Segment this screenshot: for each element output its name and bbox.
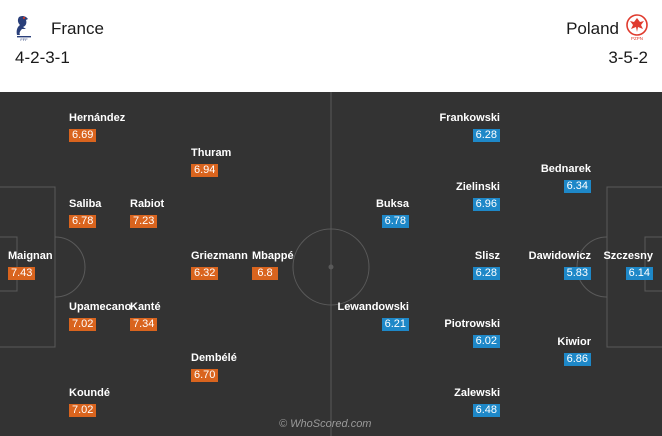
- player-card[interactable]: Buksa 6.78: [376, 198, 409, 228]
- player-rating: 7.02: [69, 404, 97, 417]
- player-rating: 6.28: [472, 267, 500, 280]
- player-card[interactable]: Zielinski 6.96: [456, 181, 500, 211]
- player-card[interactable]: Kanté 7.34: [130, 301, 161, 331]
- player-name: Dembélé: [191, 352, 237, 364]
- player-name: Bednarek: [540, 163, 591, 175]
- player-rating: 6.14: [625, 267, 653, 280]
- pitch-lines: [0, 92, 662, 436]
- home-team-name[interactable]: France: [51, 19, 104, 38]
- match-header: FFF France 4-2-3-1 PZPN Poland 3-5-2: [0, 0, 662, 92]
- player-rating: 6.94: [191, 164, 219, 177]
- player-rating: 6.48: [472, 404, 500, 417]
- player-card[interactable]: Lewandowski 6.21: [337, 301, 409, 331]
- player-card[interactable]: Thuram 6.94: [191, 147, 231, 177]
- player-card[interactable]: Hernández 6.69: [69, 112, 125, 142]
- player-name: Saliba: [69, 198, 102, 210]
- player-rating: 7.23: [130, 215, 158, 228]
- player-name: Frankowski: [439, 112, 500, 124]
- player-card[interactable]: Saliba 6.78: [69, 198, 101, 228]
- player-name: Kiwior: [557, 336, 591, 348]
- player-rating: 6.21: [381, 318, 409, 331]
- player-rating: 6.02: [472, 335, 500, 348]
- away-formation: 3-5-2: [608, 48, 648, 67]
- player-rating: 6.69: [69, 129, 97, 142]
- player-name: Kanté: [130, 301, 161, 313]
- player-card[interactable]: Dawidowicz 5.83: [529, 250, 591, 280]
- player-rating: 6.78: [69, 215, 97, 228]
- player-card[interactable]: Mbappé 6.8: [252, 250, 294, 280]
- player-rating: 7.02: [69, 318, 97, 331]
- player-rating: 6.34: [563, 180, 591, 193]
- player-rating: 6.8: [252, 267, 278, 280]
- player-name: Slisz: [474, 250, 500, 262]
- player-rating: 7.34: [130, 318, 158, 331]
- player-card[interactable]: Koundé 7.02: [69, 387, 110, 417]
- player-rating: 6.32: [191, 267, 219, 280]
- player-rating: 5.83: [563, 267, 591, 280]
- player-rating: 6.28: [472, 129, 500, 142]
- player-name: Dawidowicz: [528, 250, 591, 262]
- player-name: Piotrowski: [444, 318, 500, 330]
- player-name: Lewandowski: [337, 301, 409, 313]
- watermark: © WhoScored.com: [279, 418, 372, 430]
- player-card[interactable]: Slisz 6.28: [472, 250, 500, 280]
- player-name: Zielinski: [455, 181, 500, 193]
- player-name: Griezmann: [191, 250, 248, 262]
- player-card[interactable]: Dembélé 6.70: [191, 352, 237, 382]
- svg-text:FFF: FFF: [20, 37, 28, 42]
- away-team-name[interactable]: Poland: [566, 19, 619, 38]
- player-rating: 6.78: [381, 215, 409, 228]
- eagle-icon[interactable]: PZPN: [625, 14, 649, 42]
- player-name: Hernández: [69, 112, 126, 124]
- player-rating: 6.96: [472, 198, 500, 211]
- player-card[interactable]: Bednarek 6.34: [541, 163, 591, 193]
- player-card[interactable]: Maignan 7.43: [8, 250, 53, 280]
- player-rating: 7.43: [8, 267, 36, 280]
- player-name: Upamecano: [69, 301, 132, 313]
- player-name: Thuram: [191, 147, 232, 159]
- player-card[interactable]: Piotrowski 6.02: [444, 318, 500, 348]
- player-card[interactable]: Upamecano 7.02: [69, 301, 131, 331]
- player-rating: 6.70: [191, 369, 219, 382]
- player-name: Rabiot: [130, 198, 165, 210]
- player-card[interactable]: Rabiot 7.23: [130, 198, 164, 228]
- player-rating: 6.86: [563, 353, 591, 366]
- player-name: Koundé: [69, 387, 110, 399]
- player-name: Mbappé: [252, 250, 294, 262]
- player-card[interactable]: Kiwior 6.86: [557, 336, 591, 366]
- player-card[interactable]: Szczesny 6.14: [603, 250, 653, 280]
- player-name: Maignan: [8, 250, 53, 262]
- player-card[interactable]: Frankowski 6.28: [439, 112, 500, 142]
- rooster-icon[interactable]: FFF: [13, 14, 35, 42]
- pitch: [0, 92, 662, 436]
- player-name: Zalewski: [454, 387, 500, 399]
- player-name: Szczesny: [603, 250, 653, 262]
- player-card[interactable]: Zalewski 6.48: [454, 387, 500, 417]
- home-formation: 4-2-3-1: [15, 48, 70, 67]
- player-name: Buksa: [375, 198, 409, 210]
- crest-text: PZPN: [631, 36, 643, 41]
- player-card[interactable]: Griezmann 6.32: [191, 250, 248, 280]
